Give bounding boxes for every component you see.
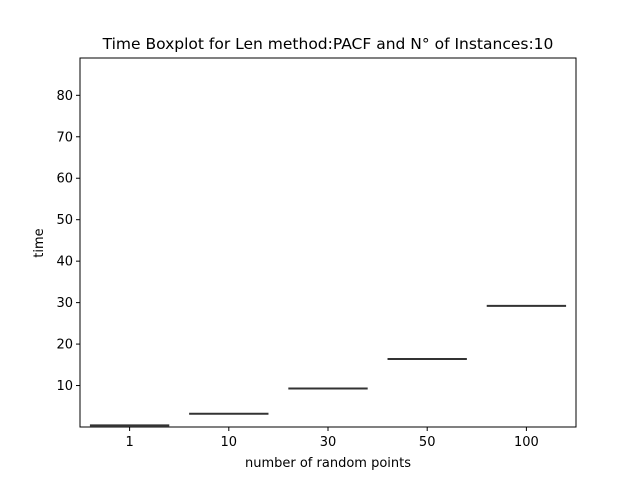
x-tick-label-100: 100 [514,435,539,450]
y-axis-label: time [32,228,47,257]
x-axis-label: number of random points [245,456,411,471]
chart-title: Time Boxplot for Len method:PACF and N° … [102,35,554,53]
axes-frame [79,57,577,428]
y-tick-label-40: 40 [56,255,73,270]
y-tick-label-10: 10 [56,379,73,394]
plot-area: 10 20 30 40 50 60 70 80 1 10 30 50 100 [56,57,577,450]
x-tick-label-50: 50 [419,435,436,450]
x-tick-label-10: 10 [221,435,238,450]
y-tick-label-30: 30 [56,296,73,311]
x-tick-label-30: 30 [320,435,337,450]
y-tick-label-70: 70 [56,130,73,145]
y-tick-label-50: 50 [56,213,73,228]
x-tick-label-1: 1 [125,435,133,450]
y-tick-label-20: 20 [56,338,73,353]
y-tick-label-80: 80 [56,89,73,104]
y-tick-label-60: 60 [56,172,73,187]
